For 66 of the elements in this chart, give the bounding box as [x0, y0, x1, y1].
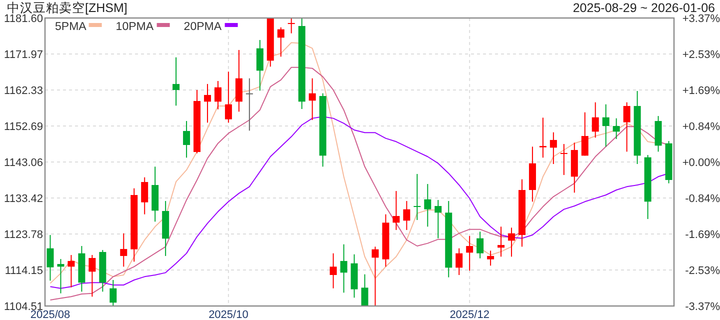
candlestick [110, 280, 117, 306]
candlestick [508, 227, 516, 258]
candlestick [246, 78, 253, 132]
y2-tick-label: -0.84% [685, 192, 720, 205]
candlestick [392, 190, 400, 230]
candlestick [214, 80, 222, 110]
candlestick [141, 176, 148, 215]
y-tick-label: 1152.69 [4, 121, 43, 134]
candlestick [46, 234, 54, 282]
candlestick [330, 252, 337, 289]
candlestick [277, 26, 284, 58]
candlestick [456, 248, 463, 276]
y2-tick-label: +1.69% [682, 84, 720, 97]
y2-tick-label: +3.37% [682, 13, 720, 25]
y2-tick-label: +0.84% [682, 121, 720, 134]
y2-tick-label: -2.53% [685, 265, 720, 278]
candlestick [256, 40, 264, 92]
candlestick [372, 246, 379, 306]
y-tick-label: 1133.42 [4, 192, 43, 205]
legend-label: 20PMA [184, 21, 222, 33]
candlestick [288, 18, 295, 34]
y2-tick-label: -3.37% [685, 301, 720, 313]
y-tick-label: 1123.78 [4, 229, 43, 242]
y-tick-label: 1171.97 [4, 48, 43, 61]
y2-tick-label: -1.69% [685, 229, 720, 242]
candlestick [560, 144, 568, 176]
candlestick [581, 112, 588, 156]
x-tick-label: 2025/08 [30, 309, 70, 320]
y2-tick-label: +0.00% [682, 157, 720, 169]
candlestick [424, 183, 432, 228]
candlestick [235, 49, 242, 112]
candlestick [120, 232, 128, 268]
y2-tick-label: +2.53% [682, 48, 720, 61]
chart-subtitle: 2025-08-29 ~ 2026-01-06 [572, 1, 716, 15]
candlestick [550, 132, 557, 164]
candlestick [476, 231, 484, 259]
candlestick [487, 250, 494, 266]
y-tick-label: 1143.06 [4, 156, 43, 169]
candlestick [612, 118, 620, 140]
candlestick [434, 199, 442, 239]
candlestick [204, 83, 211, 124]
x-tick-label: 2025/10 [208, 309, 248, 320]
candlestick [308, 78, 316, 120]
candlestick [224, 71, 232, 124]
candlestick [183, 120, 190, 158]
candlestick [623, 102, 630, 152]
candlestick [68, 254, 75, 288]
y-tick-label: 1162.33 [4, 84, 43, 97]
legend-label: 10PMA [116, 21, 154, 33]
candlestick [592, 102, 599, 138]
legend-label: 5PMA [55, 21, 87, 33]
candlestick [340, 244, 348, 294]
y-tick-label: 1181.60 [4, 13, 43, 25]
candlestick [88, 254, 96, 298]
candlestick [172, 56, 180, 106]
candlestick [414, 173, 421, 220]
candlestick [602, 104, 610, 148]
x-tick-label: 2025/12 [450, 309, 490, 320]
candlestick [361, 274, 368, 306]
candlestick [539, 117, 546, 158]
candlestick [57, 258, 64, 294]
candlestick [498, 226, 505, 258]
candlestick [403, 200, 410, 230]
chart-title: 中汉豆粕卖空[ZHSM] [7, 1, 128, 15]
y-tick-label: 1114.15 [4, 264, 43, 277]
candlestick [466, 235, 474, 272]
